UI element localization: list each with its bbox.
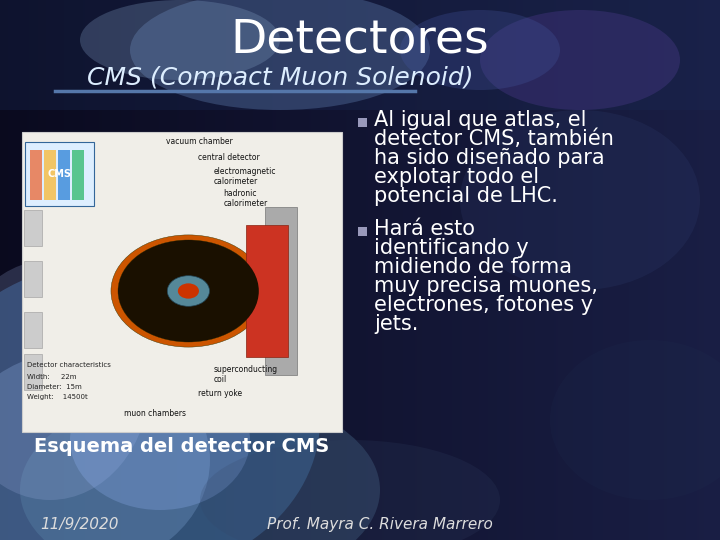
Text: vacuum chamber: vacuum chamber — [166, 137, 233, 146]
Ellipse shape — [200, 440, 500, 540]
Text: Esquema del detector CMS: Esquema del detector CMS — [35, 437, 330, 456]
Text: Al igual que atlas, el: Al igual que atlas, el — [374, 110, 587, 130]
FancyBboxPatch shape — [24, 312, 42, 348]
Text: muon chambers: muon chambers — [125, 409, 186, 418]
Ellipse shape — [146, 260, 230, 322]
Text: return yoke: return yoke — [198, 389, 242, 398]
Ellipse shape — [139, 255, 238, 327]
FancyBboxPatch shape — [72, 150, 84, 200]
Ellipse shape — [146, 260, 230, 322]
Text: coil: coil — [214, 375, 228, 384]
Ellipse shape — [111, 235, 266, 347]
Text: Detector characteristics: Detector characteristics — [27, 362, 111, 368]
Text: muy precisa muones,: muy precisa muones, — [374, 276, 598, 296]
Ellipse shape — [80, 0, 280, 80]
Ellipse shape — [153, 266, 224, 316]
FancyBboxPatch shape — [24, 210, 42, 246]
Ellipse shape — [153, 266, 224, 316]
FancyBboxPatch shape — [246, 225, 287, 357]
Text: central detector: central detector — [198, 153, 260, 162]
Ellipse shape — [0, 350, 210, 540]
Ellipse shape — [20, 390, 380, 540]
FancyBboxPatch shape — [358, 227, 367, 236]
Text: 11/9/2020: 11/9/2020 — [40, 517, 119, 532]
Text: Hará esto: Hará esto — [374, 219, 475, 239]
Text: identificando y: identificando y — [374, 238, 528, 258]
Ellipse shape — [0, 260, 150, 500]
Ellipse shape — [125, 245, 252, 337]
Ellipse shape — [178, 284, 199, 299]
FancyBboxPatch shape — [265, 207, 297, 375]
Ellipse shape — [167, 276, 210, 306]
Ellipse shape — [550, 340, 720, 500]
Ellipse shape — [0, 260, 320, 540]
Ellipse shape — [161, 271, 217, 312]
Text: Width:     22m: Width: 22m — [27, 374, 76, 380]
Text: electromagnetic: electromagnetic — [214, 167, 276, 176]
FancyBboxPatch shape — [25, 142, 94, 206]
Text: CMS (Compact Muon Solenoid): CMS (Compact Muon Solenoid) — [86, 66, 473, 90]
Ellipse shape — [460, 110, 700, 290]
Text: detector CMS, también: detector CMS, también — [374, 129, 614, 149]
Text: jets.: jets. — [374, 314, 418, 334]
Text: explotar todo el: explotar todo el — [374, 167, 539, 187]
FancyBboxPatch shape — [30, 150, 42, 200]
Text: calorimeter: calorimeter — [224, 199, 268, 208]
Text: calorimeter: calorimeter — [214, 177, 258, 186]
Ellipse shape — [132, 250, 245, 332]
FancyBboxPatch shape — [24, 261, 42, 297]
Text: potencial de LHC.: potencial de LHC. — [374, 186, 558, 206]
Ellipse shape — [400, 10, 560, 90]
FancyBboxPatch shape — [44, 150, 56, 200]
Text: Weight:    14500t: Weight: 14500t — [27, 394, 88, 400]
Text: superconducting: superconducting — [214, 365, 278, 374]
Ellipse shape — [161, 271, 217, 312]
Ellipse shape — [118, 240, 258, 342]
FancyBboxPatch shape — [58, 150, 70, 200]
FancyBboxPatch shape — [22, 132, 342, 432]
FancyBboxPatch shape — [0, 0, 720, 110]
Text: CMS: CMS — [48, 169, 72, 179]
FancyBboxPatch shape — [358, 118, 367, 127]
Text: ha sido diseñado para: ha sido diseñado para — [374, 148, 605, 168]
FancyBboxPatch shape — [24, 354, 42, 390]
Text: Diameter:  15m: Diameter: 15m — [27, 384, 82, 390]
Ellipse shape — [139, 255, 238, 327]
Text: hadronic: hadronic — [224, 189, 257, 198]
Ellipse shape — [125, 245, 252, 337]
Text: Prof. Mayra C. Rivera Marrero: Prof. Mayra C. Rivera Marrero — [267, 517, 493, 532]
Text: midiendo de forma: midiendo de forma — [374, 257, 572, 277]
Ellipse shape — [70, 370, 250, 510]
Text: Detectores: Detectores — [230, 17, 490, 63]
Ellipse shape — [118, 240, 258, 342]
Text: electrones, fotones y: electrones, fotones y — [374, 295, 593, 315]
Ellipse shape — [480, 10, 680, 110]
Ellipse shape — [130, 0, 430, 110]
Ellipse shape — [132, 250, 245, 332]
